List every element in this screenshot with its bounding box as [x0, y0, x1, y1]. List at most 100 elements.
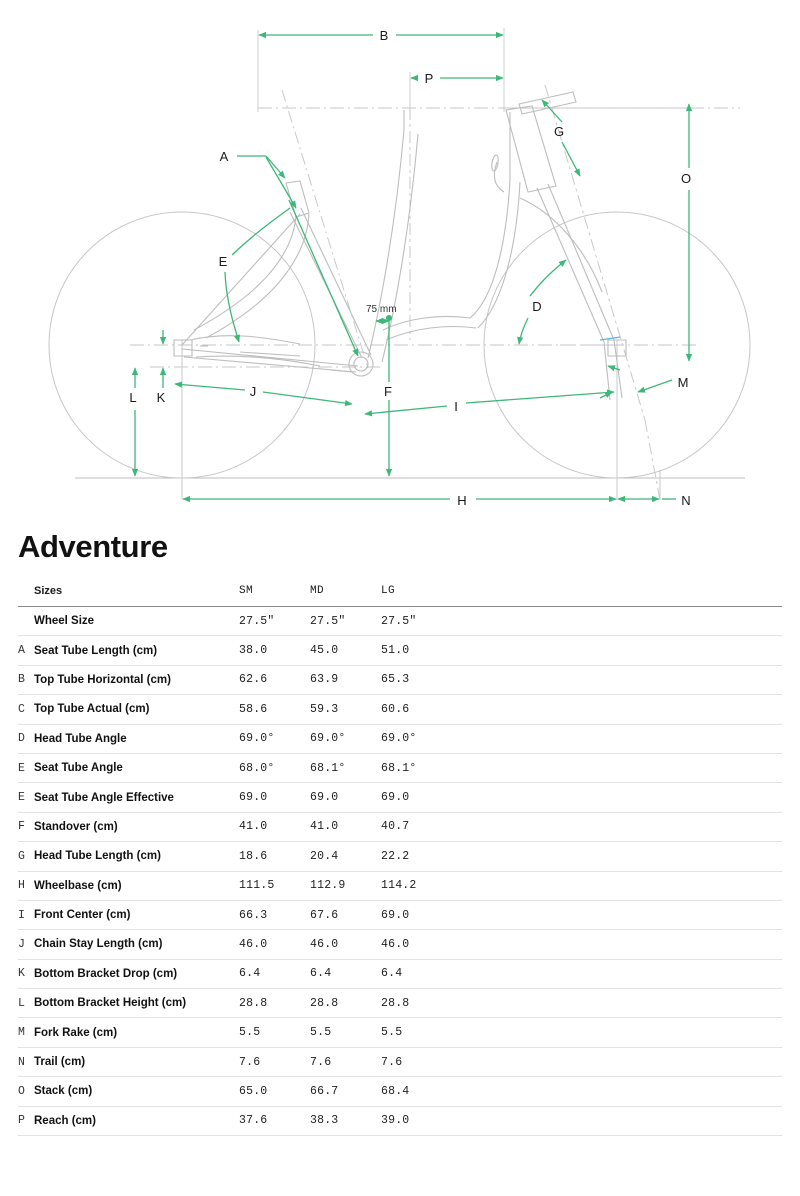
row-value-md: 63.9	[310, 665, 381, 696]
bike-geometry-diagram: 75 mm B P A G O E D F I J K L M H N	[0, 0, 800, 520]
row-spacer	[452, 900, 782, 931]
row-value-sm: 7.6	[239, 1047, 310, 1078]
row-value-md: 112.9	[310, 871, 381, 901]
row-value-sm: 5.5	[239, 1017, 310, 1048]
row-value-sm: 111.5	[239, 871, 310, 901]
row-value-md: 66.7	[310, 1076, 381, 1107]
row-value-sm: 6.4	[239, 959, 310, 990]
dimension-label-M: M	[678, 375, 689, 390]
row-letter: C	[18, 694, 34, 725]
header-size-md: MD	[310, 578, 381, 607]
row-spacer	[452, 694, 782, 725]
row-value-sm: 46.0	[239, 929, 310, 960]
row-value-lg: 51.0	[381, 635, 452, 666]
row-value-lg: 69.0	[381, 900, 452, 931]
row-letter: D	[18, 724, 34, 754]
row-value-lg: 40.7	[381, 812, 452, 843]
row-spacer	[452, 959, 782, 990]
row-value-sm: 37.6	[239, 1106, 310, 1137]
dimension-label-group: B P A G O E D F I J K L M H N	[129, 28, 691, 508]
table-row: D Head Tube Angle 69.0° 69.0° 69.0°	[18, 724, 782, 754]
table-body: Wheel Size 27.5" 27.5" 27.5" A Seat Tube Leng…	[18, 606, 782, 1137]
row-measurement-name: Wheelbase (cm)	[34, 871, 239, 901]
row-value-md: 45.0	[310, 635, 381, 666]
row-letter: N	[18, 1047, 34, 1078]
row-letter: M	[18, 1017, 34, 1048]
row-value-sm: 62.6	[239, 665, 310, 696]
dimension-label-D: D	[532, 299, 541, 314]
table-row: M Fork Rake (cm) 5.5 5.5 5.5	[18, 1017, 782, 1048]
row-spacer	[452, 1017, 782, 1048]
dimension-label-F: F	[384, 384, 392, 399]
table-row: C Top Tube Actual (cm) 58.6 59.3 60.6	[18, 694, 782, 725]
dimension-label-N: N	[681, 493, 690, 508]
table-row: I Front Center (cm) 66.3 67.6 69.0	[18, 900, 782, 931]
row-value-sm: 58.6	[239, 694, 310, 725]
row-value-sm: 28.8	[239, 988, 310, 1019]
construction-lines	[75, 28, 745, 501]
row-measurement-name: Seat Tube Angle	[34, 753, 239, 784]
row-value-lg: 27.5"	[381, 606, 452, 637]
row-value-md: 46.0	[310, 929, 381, 960]
row-value-md: 7.6	[310, 1047, 381, 1078]
row-measurement-name: Head Tube Length (cm)	[34, 841, 239, 872]
row-letter: J	[18, 929, 34, 960]
row-value-md: 20.4	[310, 841, 381, 872]
row-value-lg: 7.6	[381, 1047, 452, 1078]
table-header: Sizes SM MD LG	[18, 578, 782, 607]
row-spacer	[452, 841, 782, 872]
stem	[518, 91, 577, 115]
table-row: B Top Tube Horizontal (cm) 62.6 63.9 65.3	[18, 665, 782, 696]
row-value-sm: 66.3	[239, 900, 310, 931]
row-value-lg: 69.0	[381, 782, 452, 813]
row-letter: K	[18, 959, 34, 990]
row-value-md: 38.3	[310, 1106, 381, 1137]
row-spacer	[452, 929, 782, 960]
row-value-md: 28.8	[310, 988, 381, 1019]
row-letter	[18, 606, 34, 637]
page-title: Adventure	[18, 529, 168, 564]
table-row: J Chain Stay Length (cm) 46.0 46.0 46.0	[18, 929, 782, 960]
row-letter: L	[18, 988, 34, 1019]
row-spacer	[452, 988, 782, 1019]
header-sizes: Sizes	[34, 578, 239, 607]
row-value-lg: 22.2	[381, 841, 452, 872]
row-spacer	[452, 635, 782, 666]
table-row: F Standover (cm) 41.0 41.0 40.7	[18, 812, 782, 843]
row-letter: P	[18, 1106, 34, 1137]
row-spacer	[452, 665, 782, 696]
row-letter: I	[18, 900, 34, 931]
row-value-sm: 18.6	[239, 841, 310, 872]
table-row: A Seat Tube Length (cm) 38.0 45.0 51.0	[18, 635, 782, 666]
table-row: P Reach (cm) 37.6 38.3 39.0	[18, 1106, 782, 1137]
dimension-label-P: P	[425, 71, 434, 86]
row-spacer	[452, 1106, 782, 1137]
table-row: L Bottom Bracket Height (cm) 28.8 28.8 28.8	[18, 988, 782, 1019]
row-letter: F	[18, 812, 34, 843]
row-measurement-name: Seat Tube Angle Effective	[34, 782, 239, 813]
row-measurement-name: Reach (cm)	[34, 1106, 239, 1137]
row-value-md: 68.1°	[310, 753, 381, 784]
row-measurement-name: Top Tube Horizontal (cm)	[34, 665, 239, 696]
row-measurement-name: Chain Stay Length (cm)	[34, 929, 239, 960]
table-row: E Seat Tube Angle Effective 69.0 69.0 69.0	[18, 782, 782, 813]
dimension-label-H: H	[457, 493, 466, 508]
row-value-sm: 69.0	[239, 782, 310, 813]
standover-offset-note: 75 mm	[366, 304, 397, 315]
dimension-label-E: E	[219, 254, 228, 269]
table-row: H Wheelbase (cm) 111.5 112.9 114.2	[18, 871, 782, 901]
row-value-lg: 5.5	[381, 1017, 452, 1048]
row-spacer	[452, 1076, 782, 1107]
row-value-md: 69.0°	[310, 724, 381, 754]
row-spacer	[452, 1047, 782, 1078]
row-letter: H	[18, 871, 34, 901]
row-value-md: 27.5"	[310, 606, 381, 637]
row-measurement-name: Seat Tube Length (cm)	[34, 635, 239, 666]
row-letter: E	[18, 782, 34, 813]
row-measurement-name: Bottom Bracket Height (cm)	[34, 988, 239, 1019]
row-letter: B	[18, 665, 34, 696]
head-tube	[505, 105, 557, 193]
row-value-md: 67.6	[310, 900, 381, 931]
seat-clamp	[285, 180, 310, 218]
row-value-sm: 68.0°	[239, 753, 310, 784]
